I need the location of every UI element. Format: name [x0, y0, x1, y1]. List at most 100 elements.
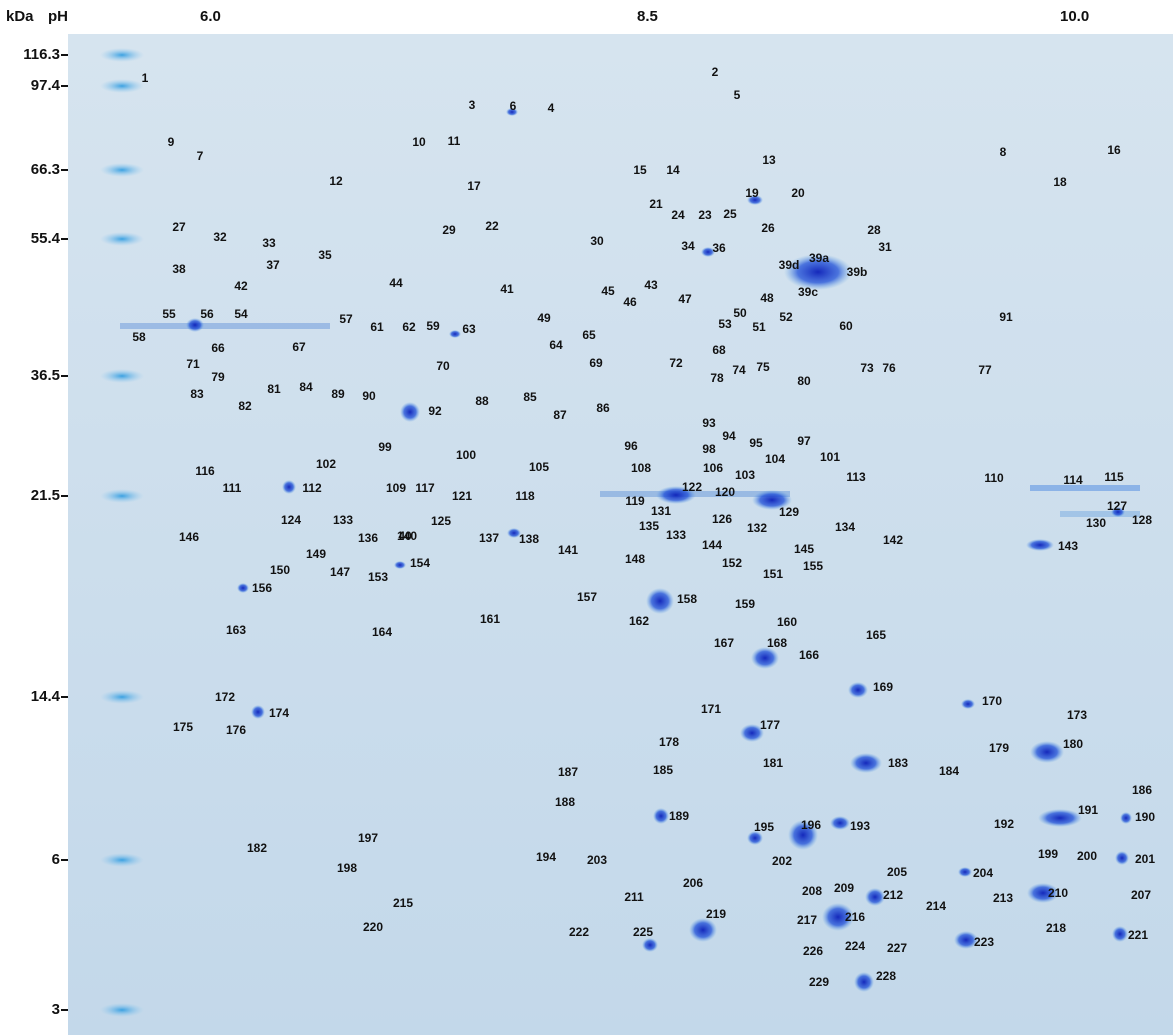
spot-number-label: 145: [794, 542, 814, 556]
spot-number-label: 65: [582, 328, 596, 342]
spot-number-label: 93: [702, 416, 716, 430]
spot-number-label: 119: [625, 494, 645, 508]
spot-number-label: 225: [633, 925, 653, 939]
spot-number-label: 74: [732, 363, 746, 377]
spot-number-label: 54: [234, 307, 248, 321]
protein-streak: [1030, 485, 1140, 491]
protein-spot: [1026, 539, 1054, 551]
spot-number-label: 144: [702, 538, 722, 552]
spot-number-label: 172: [215, 690, 235, 704]
spot-number-label: 222: [569, 925, 589, 939]
spot-number-label: 143: [1058, 539, 1078, 553]
spot-number-label: 141: [558, 543, 578, 557]
spot-number-label: 153: [368, 570, 388, 584]
spot-number-label: 32: [213, 230, 227, 244]
ladder-band: [100, 163, 144, 177]
mw-marker-tick: [61, 495, 68, 497]
spot-number-label: 101: [820, 450, 840, 464]
spot-number-label: 205: [887, 865, 907, 879]
mw-marker-label: 6: [51, 851, 60, 868]
spot-number-label: 4: [548, 101, 555, 115]
spot-number-label: 85: [523, 390, 537, 404]
spot-number-label: 61: [370, 320, 384, 334]
spot-number-label: 100: [456, 448, 476, 462]
spot-number-label: 203: [587, 853, 607, 867]
protein-spot: [747, 831, 763, 845]
spot-number-label: 220: [363, 920, 383, 934]
mw-marker-label: 21.5: [30, 487, 60, 504]
spot-number-label: 28: [867, 223, 881, 237]
2d-gel-image: 1 2 3 4 5 6 7 8 9 10 11 12 13 14 15 16 17 18 19 20 21 22 23 24 2…: [68, 34, 1173, 1035]
spot-number-label: 138: [519, 532, 539, 546]
ladder-band: [100, 1003, 144, 1017]
spot-number-label: 187: [558, 765, 578, 779]
spot-number-label: 168: [767, 636, 787, 650]
mw-marker-tick: [61, 54, 68, 56]
spot-number-label: 72: [669, 356, 683, 370]
protein-spot: [646, 588, 674, 614]
spot-number-label: 202: [772, 854, 792, 868]
spot-number-label: 14: [666, 163, 680, 177]
spot-number-label: 39c: [798, 285, 818, 299]
spot-number-label: 154: [410, 556, 430, 570]
spot-number-label: 16: [1107, 143, 1121, 157]
spot-number-label: 116: [195, 464, 215, 478]
protein-spot: [653, 808, 669, 824]
protein-spot: [1038, 809, 1082, 827]
protein-spot: [394, 561, 406, 569]
spot-number-label: 58: [132, 330, 146, 344]
spot-number-label: 3: [469, 98, 476, 112]
protein-spot: [449, 330, 461, 338]
protein-spot: [961, 699, 975, 709]
spot-number-label: 26: [761, 221, 775, 235]
spot-number-label: 80: [797, 374, 811, 388]
spot-number-label: 142: [883, 533, 903, 547]
spot-number-label: 185: [653, 763, 673, 777]
ladder-band: [100, 690, 144, 704]
spot-number-label: 125: [431, 514, 451, 528]
spot-number-label: 25: [723, 207, 737, 221]
spot-number-label: 13: [762, 153, 776, 167]
spot-number-label: 73: [860, 361, 874, 375]
spot-number-label: 189: [669, 809, 689, 823]
spot-number-label: 30: [590, 234, 604, 248]
spot-number-label: 162: [629, 614, 649, 628]
mw-marker-tick: [61, 1009, 68, 1011]
mw-marker-label: 3: [51, 1001, 60, 1018]
spot-number-label: 214: [926, 899, 946, 913]
spot-number-label: 39b: [847, 265, 868, 279]
spot-number-label: 81: [267, 382, 281, 396]
ph-axis-title: pH: [48, 8, 68, 25]
spot-number-label: 206: [683, 876, 703, 890]
spot-number-label: 207: [1131, 888, 1151, 902]
spot-number-label: 31: [878, 240, 892, 254]
spot-number-label: 112: [302, 481, 322, 495]
spot-number-label: 121: [452, 489, 472, 503]
spot-number-label: 53: [718, 317, 732, 331]
protein-spot: [1030, 741, 1064, 763]
kda-axis-title: kDa: [6, 8, 34, 25]
spot-number-label: 76: [882, 361, 896, 375]
spot-number-label: 96: [624, 439, 638, 453]
spot-number-label: 224: [845, 939, 865, 953]
spot-number-label: 57: [339, 312, 353, 326]
spot-number-label: 66: [211, 341, 225, 355]
mw-marker-label: 36.5: [30, 367, 60, 384]
spot-number-label: 188: [555, 795, 575, 809]
spot-number-label: 200: [1077, 849, 1097, 863]
spot-number-label: 161: [480, 612, 500, 626]
spot-number-label: 69: [589, 356, 603, 370]
spot-number-label: 190: [1135, 810, 1155, 824]
spot-number-label: 64: [549, 338, 563, 352]
spot-number-label: 105: [529, 460, 549, 474]
spot-number-label: 193: [850, 819, 870, 833]
spot-number-label: 55: [162, 307, 176, 321]
spot-number-label: 120: [715, 485, 735, 499]
spot-number-label: 92: [428, 404, 442, 418]
spot-number-label: 11: [448, 134, 461, 148]
spot-number-label: 191: [1078, 803, 1098, 817]
spot-number-label: 208: [802, 884, 822, 898]
major-spots: [120, 108, 1140, 992]
spot-number-label: 45: [601, 284, 615, 298]
spot-number-label: 157: [577, 590, 597, 604]
